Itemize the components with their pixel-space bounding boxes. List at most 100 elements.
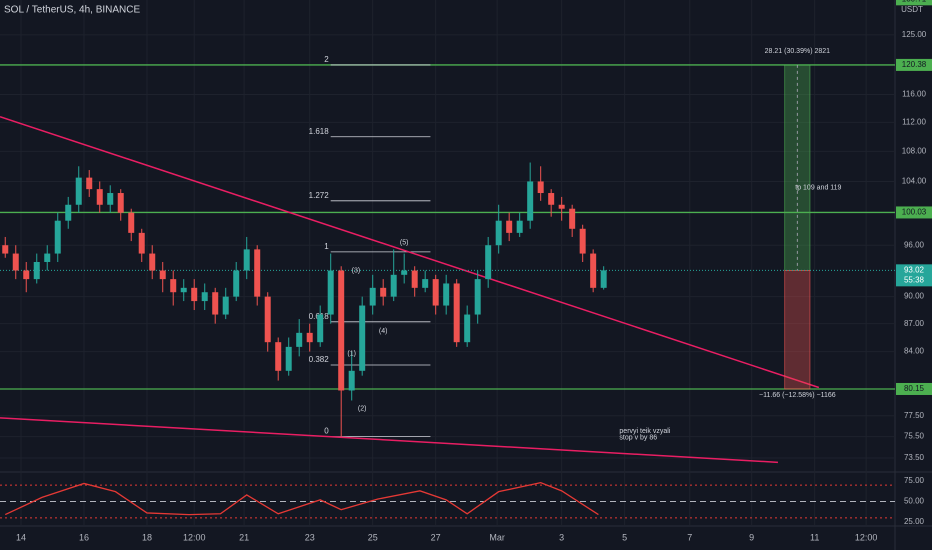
level-label: 120.38 [902,60,927,69]
wave-label: (2) [358,405,367,412]
y-tick-label: 112.00 [902,118,926,127]
level-label: 100.03 [902,208,927,217]
candle-body [537,181,544,194]
fib-label: 0.382 [309,355,330,364]
candle-body [222,296,229,315]
note: stop v by 86 [619,434,657,441]
level-label: 130.71 [902,0,927,3]
candle-body [254,249,261,297]
candle-body [201,292,208,302]
candle-body [12,253,19,271]
candle-body [327,270,334,315]
fib-label: 1 [324,242,329,251]
y-tick-label: 90.00 [904,292,925,301]
level-label-bg [896,58,932,71]
y-tick-label: 96.00 [904,240,925,249]
x-tick-label: 5 [622,532,627,542]
candle-body [128,212,135,233]
candle-body [558,204,565,209]
y-tick-label: 87.00 [904,319,925,328]
candle-body [590,253,597,288]
wave-label: (5) [400,240,409,247]
fib-label: 1.618 [309,127,330,136]
candle-body [296,332,303,347]
candle-body [44,253,51,262]
x-tick-label: 12:00 [183,532,206,542]
candle-body [485,245,492,280]
candle-body [264,296,271,343]
candle-body [317,314,324,343]
level-label-bg [896,382,932,395]
candle-body [338,270,345,391]
x-tick-label: 23 [305,532,315,542]
candle-body [75,177,82,205]
y-tick-label: 116.00 [902,90,926,99]
x-tick-label: 7 [687,532,692,542]
candle-body [149,253,156,271]
axes: 14 16 18 12:00 21 23 25 27 Mar 3 5 7 9 11 12:00125.001… [16,0,932,542]
wave-label: (4) [379,328,388,335]
level-label-bg [896,0,932,6]
candle-body [432,279,439,306]
candle-body [548,193,555,205]
candle-body [54,220,61,254]
candle-body [369,287,376,306]
x-tick-label: 27 [431,532,441,542]
candle-body [453,283,460,343]
trendline [0,417,778,464]
y-tick-label: 104.00 [902,177,927,186]
stop-label: −11.66 (−12.58%) −1166 [759,392,836,399]
candle-body [159,270,166,280]
candle-body [117,193,124,213]
candle-body [474,279,481,315]
y-tick-label: 125.00 [902,30,927,39]
y-tick-label: 77.50 [904,411,925,420]
candle-body [2,245,9,254]
candle-body [180,287,187,293]
x-tick-label: 11 [810,532,819,542]
grid [0,0,895,526]
symbol-title: SOL / TetherUS, 4h, BINANCE [4,5,140,16]
candle-body [579,228,586,254]
indicator-tick-label: 75.00 [904,476,925,485]
candle-body [380,287,387,297]
candle-body [516,220,523,233]
candle-body [464,314,471,343]
candle-body [600,270,607,288]
countdown: 55:38 [904,275,925,284]
candle-body [401,270,408,275]
x-tick-label: 18 [142,532,152,542]
note: tp 109 and 119 [795,184,841,191]
candle-body [390,274,397,297]
candle-body [107,193,114,205]
candle-body [23,270,30,280]
candle-body [191,287,198,302]
candle-body [243,249,250,271]
x-tick-label: 3 [559,532,564,542]
y-tick-label: 73.50 [904,453,925,462]
candle-body [170,279,177,293]
wave-label: (1) [347,350,356,357]
candle-body [495,220,502,246]
level-label-bg [896,206,932,219]
level-label: 80.15 [904,384,925,393]
candle-body [285,346,292,371]
candle-body [233,270,240,297]
candle-body [348,370,355,391]
last-price-bg [896,264,932,287]
candle-body [569,208,576,229]
last-price-label: 93.02 [904,265,925,274]
candle-body [138,232,145,254]
y-tick-label: 84.00 [904,347,925,356]
x-tick-label: Mar [489,532,505,542]
y-tick-label: 75.50 [904,432,925,441]
fib-label: 0 [324,427,329,436]
candle-body [275,342,282,371]
target-label: 28.21 (30.39%) 2821 [765,48,830,55]
candle-body [506,220,513,233]
candle-body [33,261,40,280]
x-tick-label: 16 [79,532,89,542]
candle-body [306,332,313,343]
